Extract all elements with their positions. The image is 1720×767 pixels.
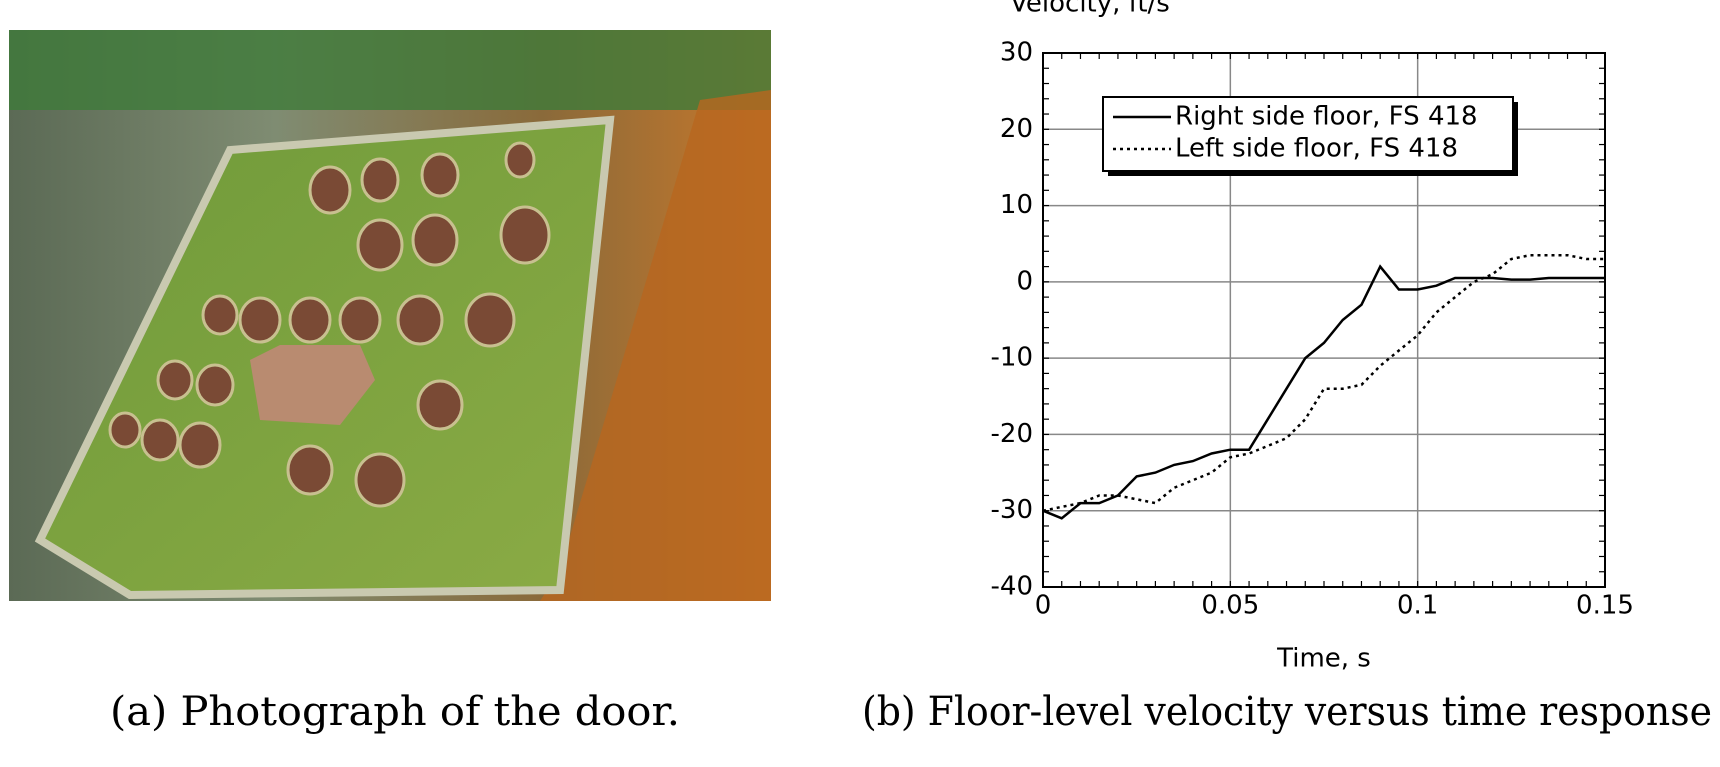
y-tick-label: 10 [1000,190,1033,220]
plot-frame [1042,52,1606,588]
photograph [9,30,771,601]
legend-label: Right side floor, FS 418 [1175,102,1478,132]
x-tick-label: 0 [1035,591,1052,621]
legend [1102,96,1514,172]
y-tick-label: 30 [1000,38,1033,68]
series-line [1042,253,1605,512]
y-tick-label: -10 [991,343,1033,373]
y-axis-title: Velocity, ft/s [1010,0,1170,19]
legend-label: Left side floor, FS 418 [1175,134,1458,164]
caption: (a) Photograph of the door. [110,689,680,735]
y-tick-label: -40 [991,572,1033,602]
x-tick-label: 0.15 [1576,591,1634,621]
caption: (b) Floor-level velocity versus time res… [862,689,1712,735]
y-tick-label: -20 [991,419,1033,449]
series-line [1042,264,1605,520]
y-tick-label: -30 [991,495,1033,525]
x-tick-label: 0.05 [1201,591,1259,621]
x-axis-title: Time, s [1276,644,1371,674]
y-tick-label: 20 [1000,114,1033,144]
y-tick-label: 0 [1016,266,1033,296]
x-tick-label: 0.1 [1397,591,1438,621]
